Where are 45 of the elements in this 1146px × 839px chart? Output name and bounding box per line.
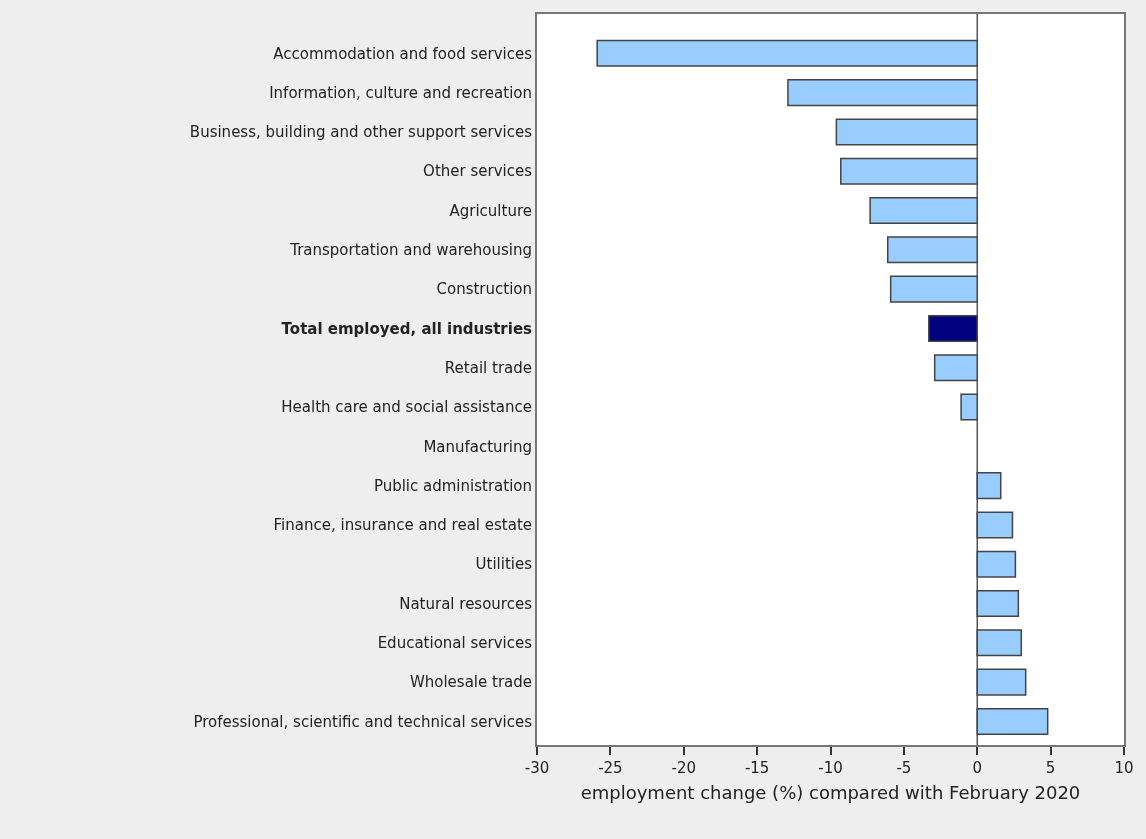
- bar: [960, 393, 978, 421]
- bar: [976, 550, 1017, 578]
- y-tick-label: Educational services: [377, 634, 533, 653]
- y-tick-label: Construction: [436, 280, 532, 299]
- x-axis-title: employment change (%) compared with February 2020: [580, 781, 1081, 803]
- bar: [928, 314, 978, 342]
- y-tick-label: Business, building and other support services: [189, 123, 533, 142]
- x-tick-label: -30: [524, 759, 550, 777]
- x-tick-label: 10: [1114, 759, 1134, 777]
- bar: [596, 39, 978, 67]
- bar: [976, 472, 1002, 500]
- y-tick-label: Retail trade: [444, 358, 532, 377]
- y-tick-label: Finance, insurance and real estate: [273, 516, 532, 535]
- bar: [889, 275, 978, 303]
- y-tick-label: Public administration: [373, 476, 532, 495]
- x-tick-label: -20: [671, 759, 696, 777]
- bar: [869, 196, 978, 225]
- x-tick-label: -15: [744, 759, 770, 777]
- bar: [835, 118, 978, 146]
- bar: [787, 79, 978, 107]
- bar: [933, 354, 978, 382]
- y-tick-label: Professional, scientific and technical services: [193, 712, 533, 731]
- y-tick-label: Transportation and warehousing: [289, 241, 532, 260]
- bar: [976, 707, 1049, 735]
- y-tick-label: Accommodation and food services: [273, 44, 533, 63]
- bar: [976, 511, 1014, 539]
- bar: [976, 629, 1023, 657]
- y-tick-label: Total employed, all industries: [281, 319, 533, 338]
- x-tick-label: 5: [1045, 759, 1056, 777]
- y-tick-label: Health care and social assistance: [281, 398, 532, 417]
- y-tick-label: Other services: [423, 162, 533, 181]
- x-tick-label: 0: [972, 759, 983, 777]
- x-tick-label: -10: [818, 759, 843, 777]
- bar: [886, 236, 978, 264]
- bar: [840, 157, 978, 185]
- y-tick-label: Utilities: [475, 555, 533, 574]
- y-tick-label: Manufacturing: [423, 437, 532, 456]
- y-tick-label: Natural resources: [399, 594, 533, 613]
- y-tick-label: Agriculture: [449, 201, 532, 220]
- x-tick-label: -5: [896, 759, 912, 777]
- x-tick-label: -25: [598, 759, 623, 777]
- bar: [976, 668, 1027, 696]
- y-tick-label: Wholesale trade: [409, 673, 532, 692]
- bar: [976, 589, 1020, 618]
- y-tick-label: Information, culture and recreation: [269, 83, 532, 102]
